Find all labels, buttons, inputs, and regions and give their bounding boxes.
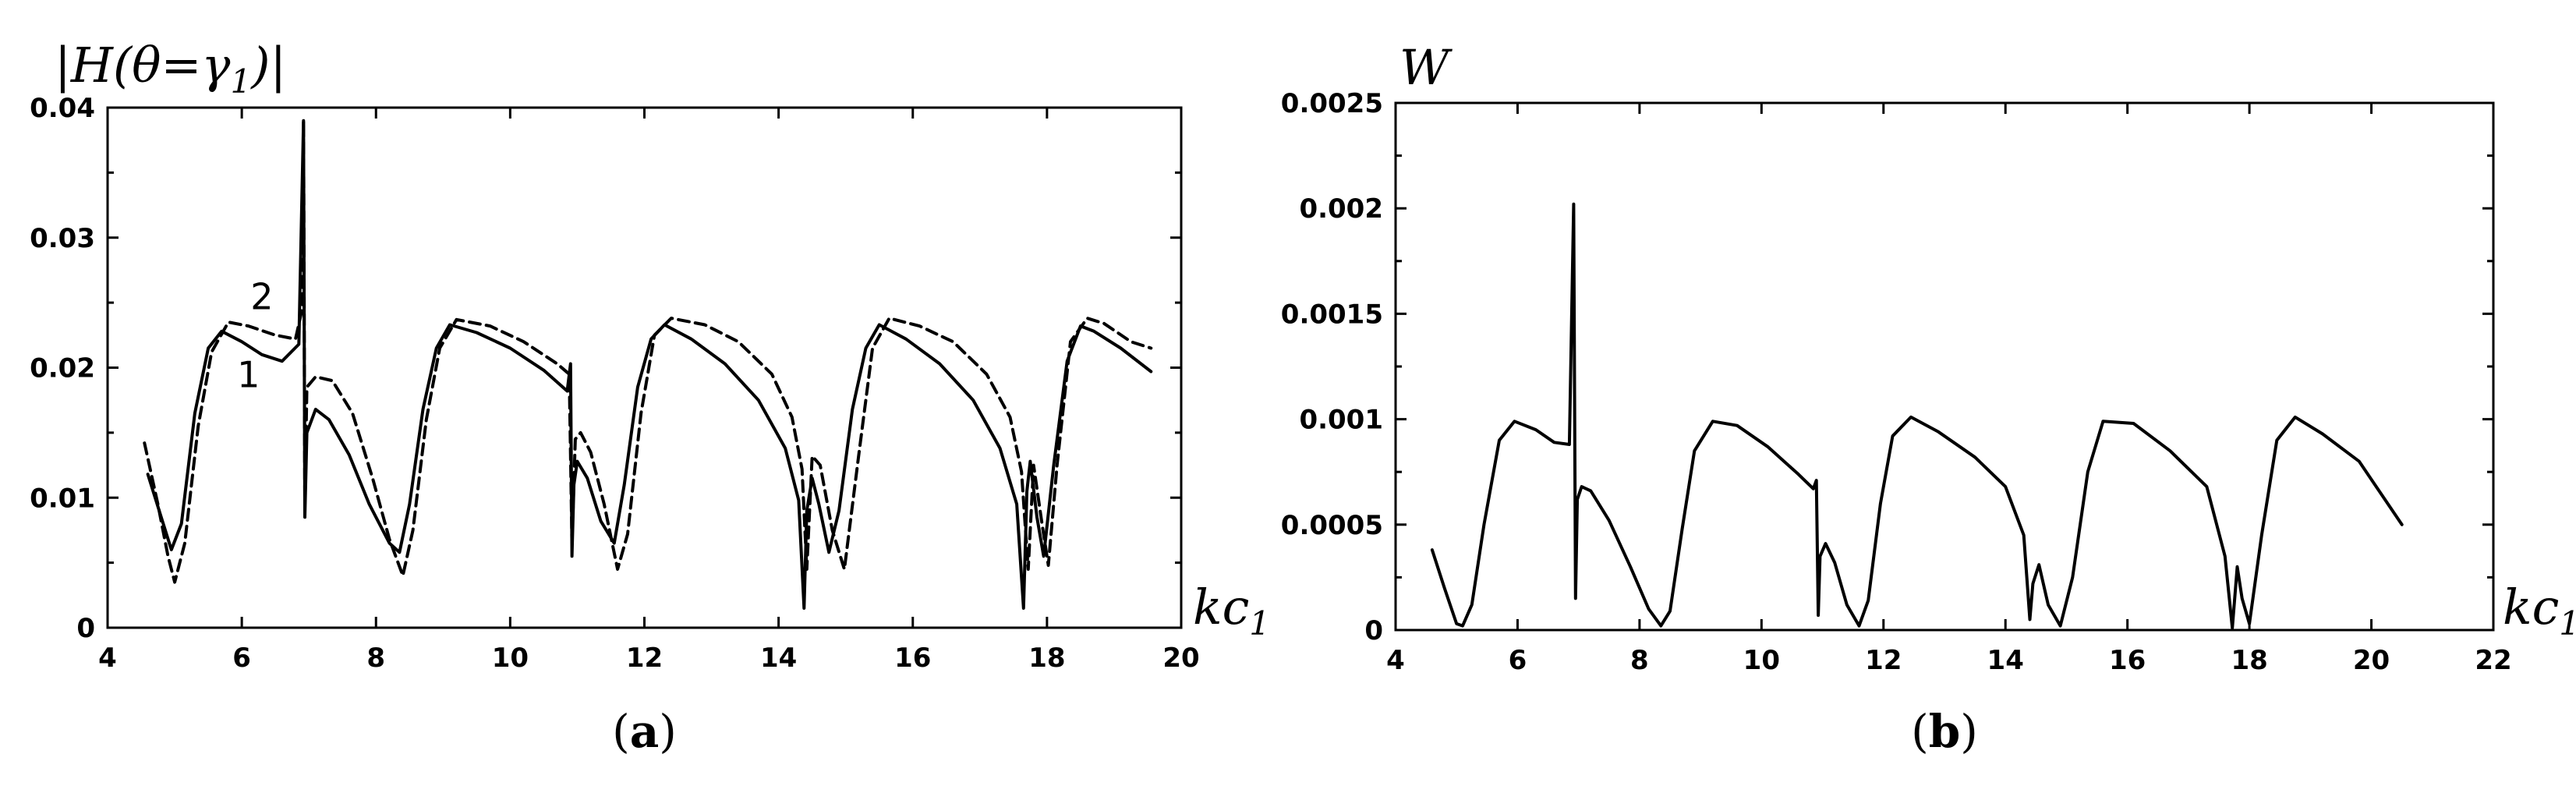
x-tick-label: 14 [1987, 645, 2024, 676]
x-axis-title: kc1 [2503, 579, 2576, 643]
x-axis-title: kc1 [1193, 579, 1270, 643]
x-tick-label: 16 [894, 643, 931, 674]
y-tick-label: 0 [76, 613, 95, 644]
plot-frame [1394, 101, 2495, 632]
x-tick-label: 4 [1386, 645, 1405, 676]
x-tick-label: 8 [366, 643, 385, 674]
y-tick-label: 0.0015 [1281, 299, 1383, 330]
x-tick-label: 6 [232, 643, 251, 674]
x-tick-label: 18 [1028, 643, 1065, 674]
y-axis-title: |H(θ=γ1)| [55, 37, 286, 101]
x-tick-label: 10 [492, 643, 529, 674]
y-tick-label: 0 [1364, 615, 1383, 646]
x-tick-label: 16 [2109, 645, 2146, 676]
y-axis-title: W [1399, 39, 1453, 96]
x-tick-label: 4 [98, 643, 117, 674]
panel-a: 4 6 8 10 12 14 16 18 2000.010.020.030.04|H(θ=γ1)… [30, 37, 1270, 758]
curve-label-1: 1 [237, 354, 260, 396]
y-tick-label: 0.03 [30, 223, 95, 254]
x-tick-label: 20 [1162, 643, 1199, 674]
y-tick-label: 0.04 [30, 93, 95, 124]
panel-b: 4 6 8 10 12 14 16 18 20 22 0 0.0005 0.001 0.0015 0.002… [1281, 39, 2576, 758]
x-tick-label: 20 [2353, 645, 2390, 676]
curve-label-2: 2 [250, 275, 273, 317]
series-line-W [1430, 202, 2404, 630]
y-tick-label: 0.002 [1299, 193, 1383, 225]
x-tick-label: 14 [760, 643, 797, 674]
series-line-2 [143, 119, 1153, 584]
y-tick-label: 0.01 [30, 483, 95, 514]
x-tick-label: 18 [2231, 645, 2267, 676]
panel-label: (b) [1911, 705, 1978, 758]
panel-label: (a) [612, 705, 677, 758]
y-tick-label: 0.001 [1299, 405, 1383, 436]
x-tick-label: 10 [1743, 645, 1780, 676]
x-tick-label: 8 [1630, 645, 1649, 676]
y-tick-label: 0.0025 [1281, 88, 1383, 119]
x-tick-label: 12 [1865, 645, 1902, 676]
x-tick-label: 12 [626, 643, 663, 674]
y-tick-label: 0.0005 [1281, 510, 1383, 541]
y-tick-label: 0.02 [30, 353, 95, 384]
x-tick-label: 6 [1509, 645, 1527, 676]
x-tick-label: 22 [2475, 645, 2511, 676]
